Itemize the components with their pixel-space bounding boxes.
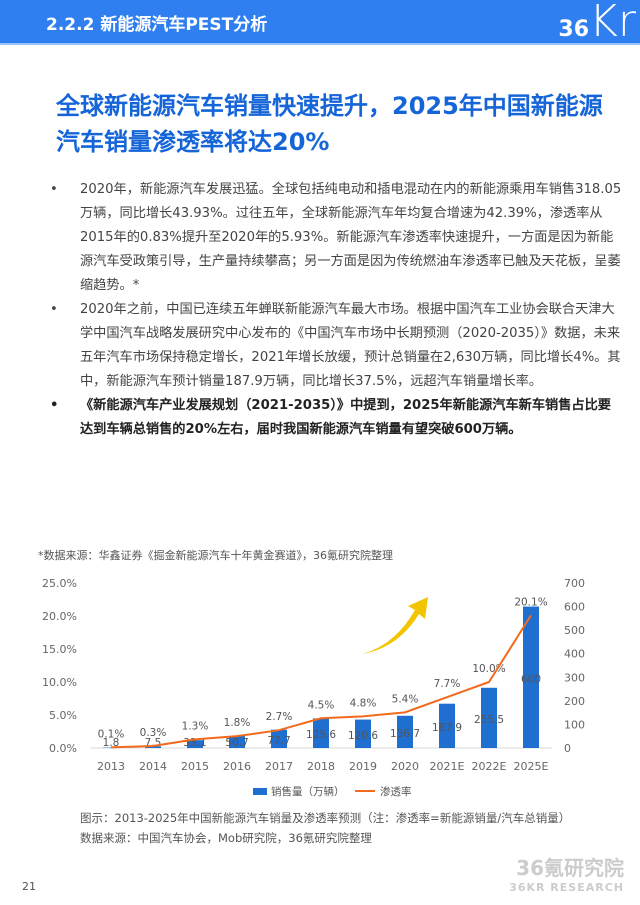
right-tick-label: 300: [564, 671, 585, 684]
bar-2021E: [439, 703, 455, 748]
bar-2014: [145, 746, 161, 748]
caption-source: 数据来源：中国汽车协会，Mob研究院，36氪研究院整理: [80, 831, 372, 845]
right-tick-label: 500: [564, 624, 585, 637]
bar-value-label: 600: [521, 673, 541, 685]
x-tick-label: 2025E: [514, 760, 549, 773]
chart-caption: 图示：2013-2025年中国新能源汽车销量及渗透率预测（注：渗透率=新能源销量…: [80, 808, 570, 848]
bullet-item: 2020年，新能源汽车发展迅猛。全球包括纯电动和插电混动在内的新能源乘用车销售3…: [50, 178, 622, 298]
left-tick-label: 5.0%: [49, 709, 77, 722]
page-headline: 全球新能源汽车销量快速提升，2025年中国新能源汽车销量渗透率将达20%: [56, 92, 603, 156]
legend-label-bar: 销售量（万辆）: [271, 785, 345, 798]
watermark: 36氪研究院 36KR RESEARCH: [509, 852, 624, 894]
bullet-item: 2020年之前，中国已连续五年蝉联新能源汽车最大市场。根据中国汽车工业协会联合天…: [50, 298, 622, 394]
line-value-label: 1.3%: [182, 720, 209, 732]
bar-value-label: 77.7: [267, 735, 290, 747]
right-tick-label: 100: [564, 718, 585, 731]
left-tick-label: 25.0%: [42, 577, 77, 590]
x-tick-label: 2015: [181, 760, 209, 773]
line-value-label: 5.4%: [392, 693, 419, 705]
right-tick-label: 400: [564, 648, 585, 661]
line-value-label: 2.7%: [266, 711, 293, 723]
page-number: 21: [22, 880, 36, 893]
x-tick-label: 2016: [223, 760, 251, 773]
bar-value-label: 136.7: [390, 728, 420, 740]
line-value-label: 1.8%: [224, 717, 251, 729]
x-tick-label: 2018: [307, 760, 335, 773]
line-value-label: 10.0%: [472, 663, 505, 675]
bar-2025E: [523, 606, 539, 748]
36kr-logo: 36Kr: [558, 0, 636, 47]
watermark-cn: 36氪研究院: [516, 856, 624, 880]
bar-value-label: 187.9: [432, 722, 462, 734]
x-tick-label: 2013: [97, 760, 125, 773]
bar-2022E: [481, 687, 497, 748]
line-value-label: 0.1%: [98, 728, 125, 740]
left-tick-label: 0.0%: [49, 742, 77, 755]
bar-2015: [187, 740, 203, 748]
x-tick-label: 2022E: [472, 760, 507, 773]
bar-value-label: 50.7: [225, 737, 248, 749]
line-value-label: 7.7%: [434, 678, 461, 690]
line-value-label: 4.5%: [308, 699, 335, 711]
header-bar: 2.2.2 新能源汽车PEST分析 36Kr: [0, 0, 640, 45]
bullet-item: 《新能源汽车产业发展规划（2021-2035）》中提到，2025年新能源汽车新车…: [50, 394, 622, 442]
penetration-line: [110, 614, 532, 749]
x-tick-label: 2014: [139, 760, 167, 773]
right-tick-label: 200: [564, 695, 585, 708]
caption-line: 图示：2013-2025年中国新能源汽车销量及渗透率预测（注：渗透率=新能源销量…: [80, 811, 571, 825]
bullet-list: 2020年，新能源汽车发展迅猛。全球包括纯电动和插电混动在内的新能源乘用车销售3…: [50, 178, 622, 442]
bar-2020: [397, 715, 413, 748]
x-tick-label: 2017: [265, 760, 293, 773]
bar-value-label: 255.5: [474, 714, 504, 726]
trend-arrow-icon: [362, 597, 428, 654]
legend-swatch-bar: [253, 788, 267, 795]
source-note: *数据来源：华鑫证券《掘金新能源汽车十年黄金赛道》，36氪研究院整理: [38, 549, 393, 562]
bar-2017: [271, 729, 287, 748]
legend-label-line: 渗透率: [380, 785, 412, 798]
bar-value-label: 1.8: [103, 737, 120, 749]
left-tick-label: 15.0%: [42, 643, 77, 656]
section-title: 2.2.2 新能源汽车PEST分析: [46, 15, 268, 35]
line-value-label: 0.3%: [140, 727, 167, 739]
bar-value-label: 120.6: [348, 730, 378, 742]
x-tick-label: 2021E: [430, 760, 465, 773]
bar-2019: [355, 719, 371, 748]
x-tick-label: 2020: [391, 760, 419, 773]
left-tick-label: 20.0%: [42, 610, 77, 623]
bar-value-label: 125.6: [306, 729, 336, 741]
watermark-en: 36KR RESEARCH: [509, 881, 624, 894]
bar-2016: [229, 736, 245, 748]
bar-2018: [313, 718, 329, 748]
right-tick-label: 0: [564, 742, 571, 755]
right-tick-label: 600: [564, 601, 585, 614]
line-value-label: 4.8%: [350, 697, 377, 709]
left-tick-label: 10.0%: [42, 676, 77, 689]
line-value-label: 20.1%: [514, 596, 547, 608]
x-tick-label: 2019: [349, 760, 377, 773]
right-tick-label: 700: [564, 577, 585, 590]
